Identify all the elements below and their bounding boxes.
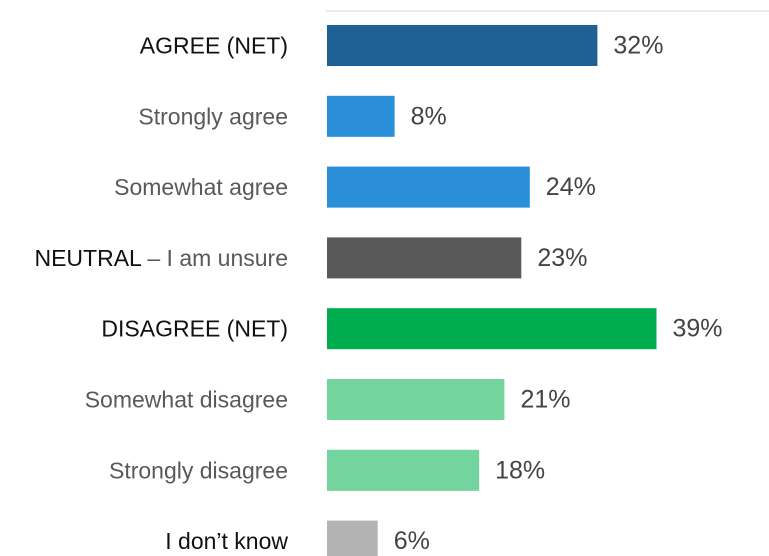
bar-somewhat-agree — [327, 166, 530, 208]
category-label-rest: – I am unsure — [141, 245, 288, 271]
category-label-i-don-t-know: I don’t know — [165, 528, 288, 554]
category-labels-layer: AGREE (NET) Strongly agree Somewhat agree N… — [34, 33, 288, 555]
value-label-agree-net: 32% — [613, 32, 663, 60]
category-label-neutral: NEUTRAL – I am unsure — [34, 245, 288, 271]
bar-i-don-t-know — [327, 520, 378, 556]
category-label-disagree-net: DISAGREE (NET) — [101, 316, 288, 342]
category-label-somewhat-disagree: Somewhat disagree — [85, 387, 288, 413]
category-label-emphasis: NEUTRAL — [34, 245, 142, 271]
bar-strongly-disagree — [327, 449, 480, 491]
value-labels-layer: 32% 8% 24% 23% 39% 21% 18% 6% — [394, 32, 723, 556]
category-label-agree-net: AGREE (NET) — [140, 33, 288, 59]
value-label-i-don-t-know: 6% — [394, 527, 430, 555]
value-label-disagree-net: 39% — [673, 315, 723, 343]
category-label-strongly-agree: Strongly agree — [138, 103, 288, 129]
bar-strongly-agree — [327, 95, 395, 137]
bar-agree-net — [327, 25, 598, 66]
category-label-somewhat-agree: Somewhat agree — [114, 174, 288, 200]
bar-somewhat-disagree — [327, 379, 505, 420]
value-label-strongly-disagree: 18% — [495, 456, 545, 484]
bars-layer — [327, 25, 657, 556]
value-label-somewhat-disagree: 21% — [521, 386, 571, 414]
bar-disagree-net — [327, 308, 657, 350]
category-label-strongly-disagree: Strongly disagree — [109, 457, 288, 483]
value-label-somewhat-agree: 24% — [546, 173, 596, 201]
value-label-neutral: 23% — [537, 244, 587, 272]
value-label-strongly-agree: 8% — [411, 102, 447, 130]
bar-neutral — [327, 237, 522, 279]
